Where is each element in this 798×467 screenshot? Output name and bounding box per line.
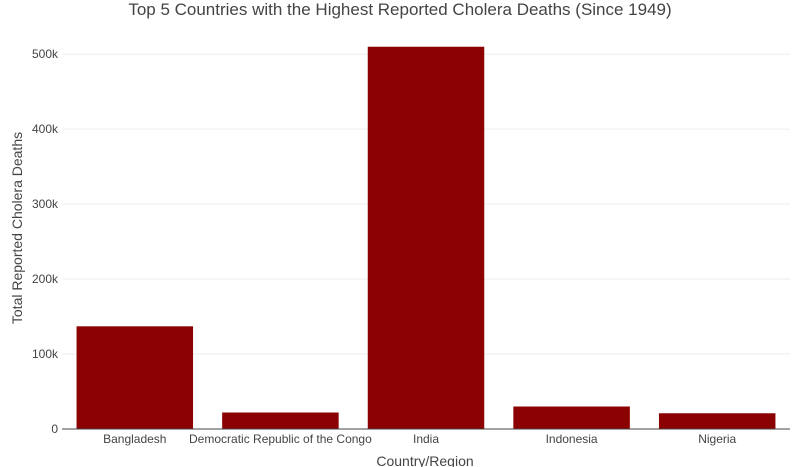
y-axis-title: Total Reported Cholera Deaths xyxy=(9,132,25,324)
x-tick-label: Bangladesh xyxy=(103,432,166,446)
x-tick-label: Indonesia xyxy=(546,432,598,446)
x-tick-label: Nigeria xyxy=(698,432,736,446)
x-tick-label: Democratic Republic of the Congo xyxy=(189,432,372,446)
x-axis-title: Country/Region xyxy=(376,453,473,467)
y-tick-label: 300k xyxy=(32,197,59,211)
bar-bangladesh[interactable] xyxy=(76,326,194,429)
chart-title: Top 5 Countries with the Highest Reporte… xyxy=(128,0,671,19)
bar-nigeria[interactable] xyxy=(658,413,776,429)
y-tick-label: 400k xyxy=(32,122,59,136)
bar-democratic-republic-of-the-congo[interactable] xyxy=(222,412,339,429)
y-tick-label: 500k xyxy=(32,47,59,61)
bar-indonesia[interactable] xyxy=(513,406,630,429)
y-tick-label: 200k xyxy=(32,272,59,286)
bar-india[interactable] xyxy=(367,46,485,430)
y-tick-labels: 0 100k 200k 300k 400k 500k xyxy=(32,47,59,436)
x-tick-label: India xyxy=(413,432,439,446)
bars xyxy=(76,46,776,430)
y-tick-label: 0 xyxy=(51,422,58,436)
y-tick-label: 100k xyxy=(32,347,59,361)
x-tick-labels: Bangladesh Democratic Republic of the Con… xyxy=(103,432,736,446)
